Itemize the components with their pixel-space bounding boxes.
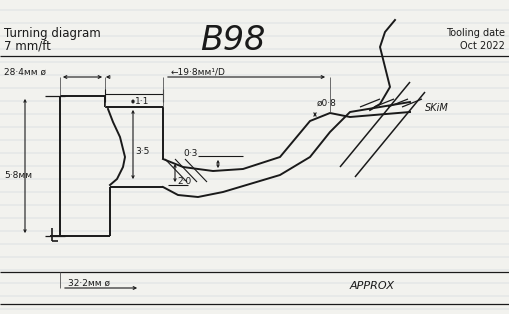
Text: 3·5: 3·5	[135, 148, 149, 156]
Text: 32·2мм ø: 32·2мм ø	[68, 279, 110, 288]
Text: 5·8мм: 5·8мм	[4, 171, 32, 181]
Text: 7 mm/ft: 7 mm/ft	[4, 40, 51, 52]
Text: 1·1: 1·1	[135, 98, 149, 106]
Text: Tooling date: Tooling date	[446, 28, 505, 38]
Text: 2·0: 2·0	[177, 176, 191, 186]
Text: APPROX: APPROX	[350, 281, 395, 291]
Text: ø0·8: ø0·8	[317, 99, 337, 107]
Text: Turning diagram: Turning diagram	[4, 26, 101, 40]
Text: B98: B98	[200, 24, 265, 57]
Text: 28·4мм ø: 28·4мм ø	[4, 68, 46, 77]
Text: Oct 2022: Oct 2022	[460, 41, 505, 51]
Text: ←19·8мм¹/D: ←19·8мм¹/D	[171, 68, 226, 77]
Text: 0·3: 0·3	[183, 149, 197, 159]
Text: SKiM: SKiM	[425, 103, 449, 113]
